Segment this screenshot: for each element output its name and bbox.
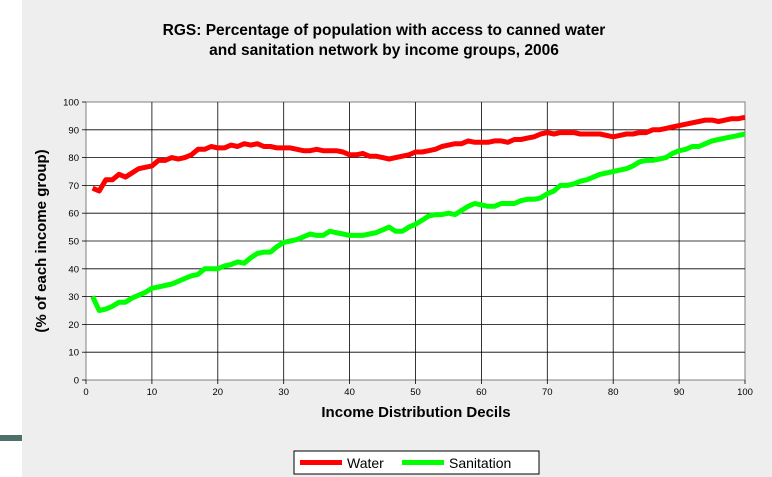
y-tick-label: 90 xyxy=(68,125,79,136)
x-tick-label: 70 xyxy=(542,387,553,398)
y-tick-label: 80 xyxy=(68,153,79,164)
x-tick-label: 90 xyxy=(674,387,685,398)
x-tick-label: 100 xyxy=(737,387,753,398)
y-tick-label: 100 xyxy=(63,98,79,109)
y-tick-label: 50 xyxy=(68,237,79,248)
x-tick-label: 80 xyxy=(608,387,619,398)
chart-title-line-1: RGS: Percentage of population with acces… xyxy=(163,22,606,39)
x-tick-label: 60 xyxy=(476,387,487,398)
y-tick-label: 70 xyxy=(68,181,79,192)
y-tick-label: 60 xyxy=(68,209,79,220)
legend-label-sanitation: Sanitation xyxy=(449,455,511,471)
x-tick-label: 20 xyxy=(213,387,224,398)
y-axis-label: (% of each income group) xyxy=(33,149,50,332)
legend: Water Sanitation xyxy=(294,451,539,474)
x-axis-ticks: 0 10 20 30 40 50 60 70 80 90 100 xyxy=(83,380,753,398)
x-tick-label: 0 xyxy=(83,387,88,398)
x-tick-label: 40 xyxy=(344,387,355,398)
y-tick-label: 30 xyxy=(68,292,79,303)
legend-label-water: Water xyxy=(347,455,384,471)
chart-title-line-2: and sanitation network by income groups,… xyxy=(209,42,559,59)
x-axis-label: Income Distribution Decils xyxy=(321,404,510,421)
y-tick-label: 10 xyxy=(68,348,79,359)
x-tick-label: 50 xyxy=(410,387,421,398)
y-tick-label: 0 xyxy=(74,376,79,387)
x-tick-label: 30 xyxy=(278,387,289,398)
y-tick-label: 40 xyxy=(68,264,79,275)
y-axis-ticks: 0 10 20 30 40 50 60 70 80 90 100 xyxy=(63,98,86,387)
y-tick-label: 20 xyxy=(68,320,79,331)
x-tick-label: 10 xyxy=(147,387,158,398)
